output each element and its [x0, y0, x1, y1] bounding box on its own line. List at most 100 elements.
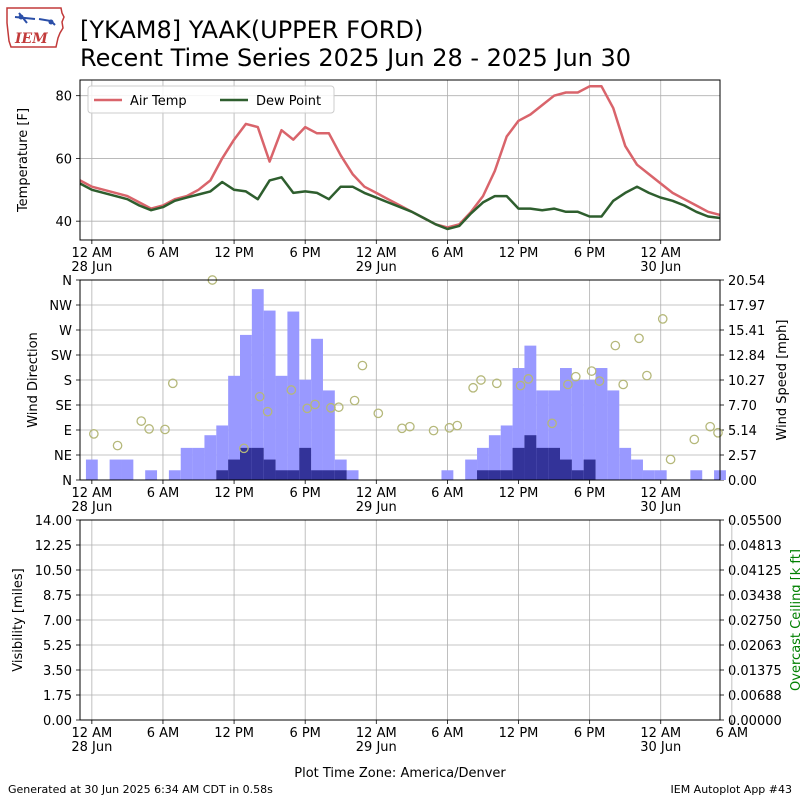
direction-marker [239, 443, 249, 454]
x-tick-label: 12 AM [356, 246, 397, 261]
direction-marker [634, 333, 644, 344]
gust-bar [109, 459, 122, 480]
speed-bar [311, 470, 323, 480]
y2-tick-label: 0.05500 [728, 514, 782, 529]
iowa-map-icon: IEM [6, 7, 65, 48]
y2-tick-label: 20.54 [728, 274, 765, 289]
direction-marker [286, 385, 297, 395]
legend-box [87, 85, 335, 114]
direction-marker [665, 454, 676, 465]
y-tick-label: 12.25 [35, 539, 72, 554]
y2-tick-label: 12.84 [728, 349, 765, 364]
x-tick-label: 12 PM [499, 246, 539, 261]
y2-tick-label: 0.00 [728, 474, 757, 489]
gust-bar [654, 470, 667, 480]
footer-app-label: IEM Autoplot App #43 [670, 783, 793, 796]
gust-bar [536, 390, 549, 480]
y2-axis-label: Wind Speed [mph] [775, 320, 790, 441]
y2-tick-label: 10.27 [728, 374, 765, 389]
speed-bar [477, 470, 489, 480]
y-tick-label: N [62, 274, 72, 289]
y-tick-label: S [64, 374, 72, 389]
y-tick-label: 3.50 [43, 664, 72, 679]
direction-marker [642, 370, 652, 381]
x-tick-label: 12 PM [499, 486, 539, 501]
direction-marker [373, 408, 384, 419]
direction-marker [310, 399, 320, 410]
visibility-plot-frame [79, 519, 721, 721]
gust-bar [690, 470, 703, 480]
chart-title: [YKAM8] YAAK(UPPER FORD) [80, 16, 424, 44]
speed-bar [228, 459, 240, 480]
y-tick-label: 10.50 [35, 564, 72, 579]
y-tick-label: 5.25 [43, 639, 72, 654]
x-tick-label: 6 PM [289, 246, 320, 261]
direction-marker [397, 423, 407, 434]
x-tick-date-label: 30 Jun [640, 260, 681, 275]
gust-bar [334, 459, 347, 480]
gust-bar [631, 459, 643, 480]
gust-bar [441, 470, 454, 480]
x-tick-label: 6 PM [574, 726, 605, 741]
logo-text: IEM [14, 31, 48, 47]
x-tick-date-label: 28 Jun [71, 260, 112, 275]
speed-bar [500, 470, 513, 480]
y-tick-label: 60 [55, 152, 72, 167]
x-tick-date-label: 28 Jun [71, 500, 112, 515]
direction-marker [405, 421, 415, 432]
direction-marker [563, 379, 573, 390]
x-tick-date-label: 29 Jun [356, 740, 397, 755]
gust-bar [168, 470, 181, 480]
gust-bar [121, 459, 134, 480]
y-tick-label: N [62, 474, 72, 489]
speed-bar [275, 470, 288, 480]
speed-bar [240, 447, 252, 480]
y-tick-label: W [59, 324, 72, 339]
gust-bar [216, 425, 229, 480]
speed-bar [287, 470, 300, 480]
gust-bar [251, 289, 264, 480]
y-axis-label: Temperature [F] [16, 108, 31, 213]
gust-bar [192, 447, 205, 480]
y2-tick-label: 0.04125 [728, 564, 782, 579]
y-axis-label: Wind Direction [26, 332, 41, 428]
gust-bar [240, 334, 252, 480]
iem-logo: IEM [5, 5, 67, 51]
x-tick-label: 6 AM [147, 246, 180, 261]
direction-marker [689, 434, 700, 445]
x-tick-label: 12 AM [356, 486, 397, 501]
direction-marker [262, 406, 273, 417]
y2-tick-label: 0.02063 [728, 639, 782, 654]
gust-bar [583, 379, 596, 480]
x-tick-label: 12 PM [214, 486, 254, 501]
x-tick-label: 12 PM [214, 246, 254, 261]
direction-marker [491, 378, 502, 389]
x-axis-label: Plot Time Zone: America/Denver [294, 766, 506, 781]
gust-bar [524, 345, 537, 480]
chart-subtitle: Recent Time Series 2025 Jun 28 - 2025 Ju… [80, 44, 632, 72]
direction-marker [570, 371, 581, 382]
direction-marker [618, 379, 629, 390]
gust-bar [477, 447, 489, 480]
direction-marker [452, 420, 463, 431]
gust-bar [500, 425, 513, 480]
gust-bar [346, 470, 359, 480]
direction-marker [302, 403, 313, 414]
direction-marker [547, 418, 557, 429]
direction-marker [586, 366, 597, 376]
x-tick-label: 12 AM [71, 486, 112, 501]
y2-tick-label: 5.14 [728, 424, 757, 439]
x-tick-label: 6 AM [431, 726, 464, 741]
y-tick-label: 8.75 [43, 589, 72, 604]
x-tick-label: 12 AM [640, 246, 681, 261]
y-tick-label: E [64, 424, 72, 439]
direction-marker [254, 391, 265, 402]
x-tick-label: 12 AM [640, 726, 681, 741]
x-tick-date-label: 29 Jun [356, 260, 397, 275]
speed-bar [488, 470, 501, 480]
speed-bar [251, 447, 264, 480]
y2-tick-label: 0.00000 [728, 714, 782, 729]
y2-tick-label: 17.97 [728, 299, 765, 314]
direction-marker [705, 421, 715, 432]
